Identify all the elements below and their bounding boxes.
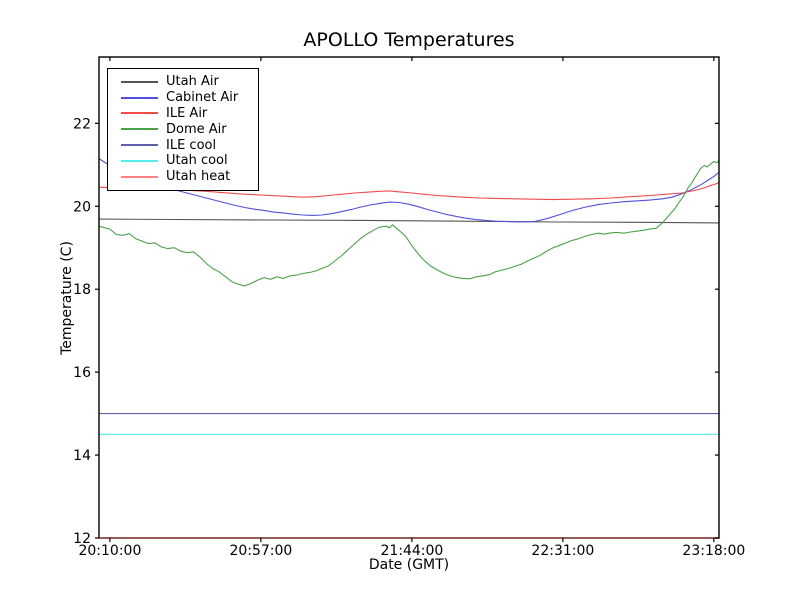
series-line-dome-air bbox=[98, 159, 720, 287]
legend: Utah Air Cabinet Air ILE Air Dome Air ILE co… bbox=[107, 68, 259, 191]
x-tick-label: 20:10:00 bbox=[78, 543, 141, 559]
y-tick-label: 14 bbox=[73, 448, 91, 464]
y-tick-label: 20 bbox=[73, 199, 91, 215]
legend-label: Utah Air bbox=[166, 74, 219, 90]
legend-swatch bbox=[121, 112, 158, 115]
legend-item: ILE Air bbox=[121, 106, 258, 122]
legend-item: Utah Air bbox=[121, 74, 258, 90]
legend-swatch bbox=[121, 144, 158, 147]
legend-item: Dome Air bbox=[121, 121, 258, 137]
y-tick-label: 18 bbox=[73, 282, 91, 298]
series-line-cabinet-air bbox=[98, 158, 720, 223]
legend-swatch bbox=[121, 128, 158, 131]
legend-label: ILE cool bbox=[166, 137, 217, 153]
legend-label: Utah heat bbox=[166, 169, 231, 185]
legend-item: ILE cool bbox=[121, 137, 258, 153]
x-tick-label: 23:18:00 bbox=[682, 543, 745, 559]
legend-swatch bbox=[121, 159, 158, 162]
legend-swatch bbox=[121, 80, 158, 83]
chart-title: APOLLO Temperatures bbox=[303, 29, 515, 51]
y-tick-label: 12 bbox=[73, 531, 91, 547]
series-line-ile-air bbox=[98, 181, 720, 201]
legend-item: Utah heat bbox=[121, 169, 258, 185]
legend-swatch bbox=[121, 96, 158, 99]
x-tick-label: 22:31:00 bbox=[531, 543, 594, 559]
legend-label: ILE Air bbox=[166, 105, 208, 121]
x-axis-label: Date (GMT) bbox=[368, 557, 450, 573]
x-tick-label: 21:44:00 bbox=[380, 543, 443, 559]
legend-label: Utah cool bbox=[166, 153, 228, 169]
series-line-utah-air bbox=[98, 218, 720, 224]
x-tick-label: 20:57:00 bbox=[229, 543, 292, 559]
y-tick-label: 16 bbox=[73, 365, 91, 381]
legend-label: Cabinet Air bbox=[166, 90, 239, 106]
legend-item: Cabinet Air bbox=[121, 90, 258, 106]
legend-swatch bbox=[121, 175, 158, 178]
y-tick-label: 22 bbox=[73, 116, 91, 132]
legend-item: Utah cool bbox=[121, 153, 258, 169]
legend-label: Dome Air bbox=[166, 121, 227, 137]
